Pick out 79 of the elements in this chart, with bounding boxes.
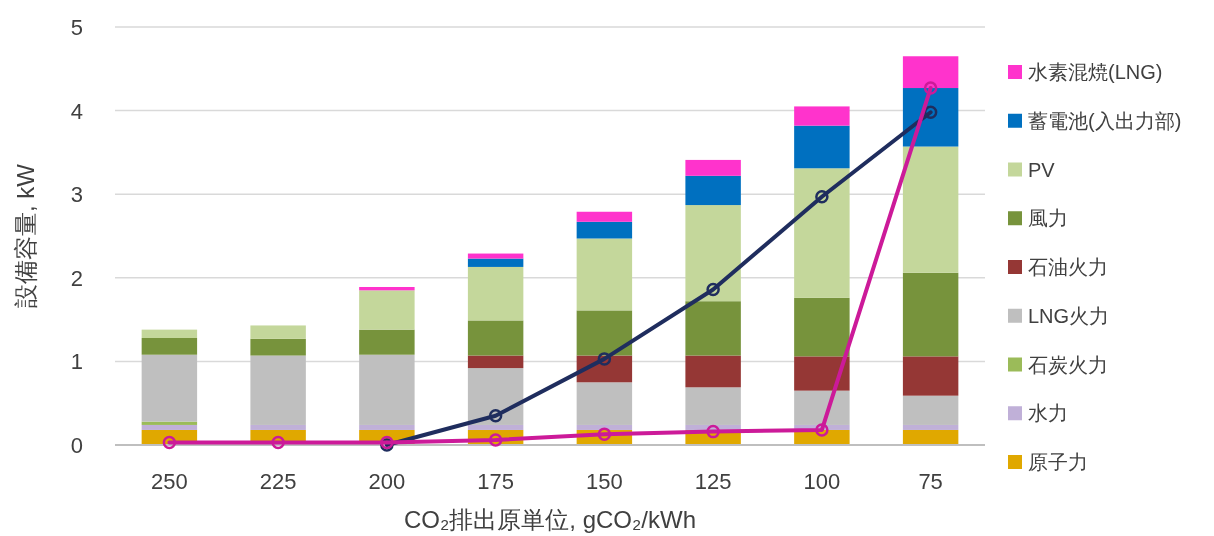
bar — [467, 253, 524, 259]
x-tick-label: 250 — [151, 469, 188, 494]
bar — [467, 320, 524, 356]
bar — [902, 146, 959, 273]
bar — [576, 424, 633, 430]
bar — [359, 329, 415, 355]
bar — [467, 424, 524, 430]
point — [271, 435, 285, 450]
point — [488, 408, 503, 423]
legend-label: 石炭火力 — [1028, 353, 1108, 376]
point — [815, 189, 829, 204]
bar — [794, 390, 850, 425]
point — [488, 433, 503, 447]
point — [597, 352, 612, 366]
bar — [685, 387, 741, 425]
bar — [902, 272, 959, 357]
y-tick-label: 1 — [70, 349, 83, 375]
bar — [359, 354, 415, 425]
bar — [467, 258, 524, 267]
bar — [685, 175, 741, 206]
bar — [685, 205, 741, 302]
point — [923, 81, 938, 95]
bar — [685, 159, 741, 176]
y-tick-label: 2 — [70, 265, 83, 291]
bar — [359, 424, 415, 430]
x-tick-label: 125 — [694, 469, 732, 494]
y-tick-label: 3 — [70, 182, 83, 208]
y-tick-label: 5 — [70, 15, 83, 40]
legend-label: 水力 — [1028, 402, 1068, 425]
y-axis-title: 設備容量, kW — [12, 163, 39, 308]
bar — [576, 382, 633, 425]
legend-label: LNG火力 — [1028, 304, 1110, 327]
legend-label: 蓄電池(入出力部) — [1028, 109, 1182, 132]
bar — [467, 266, 524, 321]
bar — [794, 356, 850, 391]
bar — [359, 290, 415, 330]
bar — [250, 325, 306, 339]
point — [706, 282, 720, 297]
bar — [902, 395, 959, 425]
bar — [467, 368, 524, 425]
bar — [359, 287, 415, 291]
x-axis-title: CO₂排出原単位, gCO₂/kWh — [404, 506, 696, 533]
bar — [250, 355, 306, 425]
bar — [576, 221, 633, 239]
bar — [467, 355, 524, 369]
bar — [794, 125, 850, 169]
bar — [576, 211, 633, 222]
legend-label: 原子力 — [1028, 451, 1088, 473]
bar — [141, 329, 198, 338]
bar — [902, 56, 959, 89]
point — [162, 435, 177, 450]
bar — [576, 238, 633, 311]
point — [706, 424, 720, 439]
bar — [250, 424, 306, 430]
legend-label: PV — [1028, 158, 1056, 181]
bar — [685, 355, 741, 388]
x-tick-label: 200 — [368, 469, 406, 494]
x-tick-label: 150 — [586, 469, 623, 494]
bar — [902, 429, 959, 445]
legend-label: 石油火力 — [1028, 256, 1108, 278]
bar — [685, 301, 741, 356]
bar — [250, 338, 306, 356]
x-tick-label: 175 — [477, 469, 514, 494]
bar — [576, 310, 633, 356]
x-tick-label: 100 — [803, 469, 841, 494]
bar — [902, 424, 959, 430]
x-tick-label: 75 — [918, 469, 943, 494]
legend-label: 風力 — [1028, 207, 1068, 230]
bar — [794, 297, 850, 357]
y-tick-label: 0 — [70, 433, 83, 458]
bar — [794, 106, 850, 126]
bar — [794, 168, 850, 298]
point — [597, 427, 612, 441]
point — [815, 423, 829, 437]
bar — [902, 356, 959, 396]
legend-label: 水素混焼(LNG) — [1028, 61, 1163, 83]
y-tick-label: 4 — [70, 98, 83, 124]
x-tick-label: 225 — [259, 469, 297, 494]
bar — [141, 337, 198, 355]
